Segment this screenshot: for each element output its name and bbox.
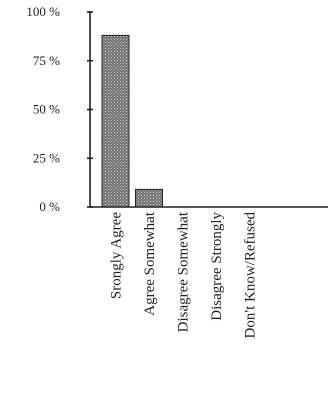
bar-agree-somewhat <box>135 188 163 208</box>
bars-group <box>101 34 163 208</box>
category-label: Disagree Strongly <box>209 212 225 321</box>
category-label: Don't Know/Refused <box>243 212 259 339</box>
category-label: Srongly Agree <box>109 212 125 299</box>
category-label: Disagree Somewhat <box>176 211 192 332</box>
y-tick-label: 0 % <box>39 199 60 214</box>
y-tick-label: 75 % <box>33 53 60 68</box>
y-ticks-group: 0 % 25 % 50 % 75 % 100 % <box>26 4 93 214</box>
category-label: Agree Somewhat <box>142 211 158 316</box>
y-tick-label: 100 % <box>26 4 60 19</box>
y-tick-label: 25 % <box>33 150 60 165</box>
category-labels-group: Srongly Agree Agree Somewhat Disagree Some… <box>109 211 259 338</box>
bar-srongly-agree <box>101 34 130 208</box>
y-tick-label: 50 % <box>33 102 60 117</box>
